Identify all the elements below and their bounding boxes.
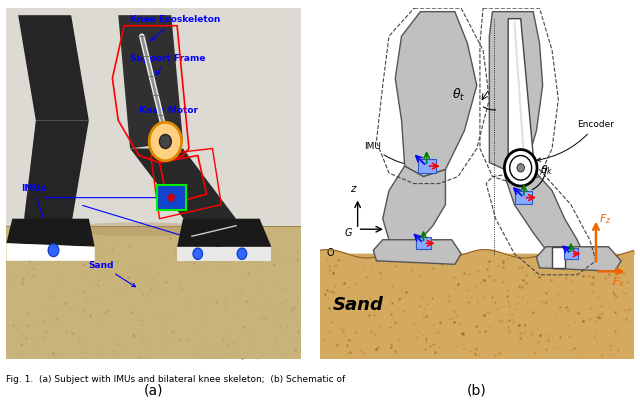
Circle shape <box>517 164 524 172</box>
FancyBboxPatch shape <box>415 237 431 249</box>
Text: (a): (a) <box>144 384 163 398</box>
Circle shape <box>509 155 532 180</box>
Polygon shape <box>383 166 445 247</box>
Text: Encoder: Encoder <box>537 120 614 162</box>
Text: $F_x$: $F_x$ <box>612 275 625 289</box>
Circle shape <box>149 122 182 161</box>
Polygon shape <box>177 247 271 261</box>
Polygon shape <box>6 219 95 247</box>
Circle shape <box>193 248 202 259</box>
Bar <box>6 226 301 359</box>
Text: $F_z$: $F_z$ <box>599 212 612 226</box>
Polygon shape <box>396 12 477 177</box>
Circle shape <box>237 248 246 259</box>
Polygon shape <box>6 243 95 261</box>
Text: Support Frame: Support Frame <box>130 54 205 75</box>
Text: O: O <box>326 248 334 257</box>
Polygon shape <box>505 162 584 261</box>
Text: (b): (b) <box>467 384 486 398</box>
Polygon shape <box>18 15 89 120</box>
Text: G: G <box>344 228 352 238</box>
Polygon shape <box>373 240 461 264</box>
Polygon shape <box>536 247 621 271</box>
Bar <box>6 8 301 226</box>
Polygon shape <box>24 120 89 226</box>
Circle shape <box>48 244 59 257</box>
Circle shape <box>159 135 172 149</box>
Ellipse shape <box>65 222 212 236</box>
Text: Knee Exoskeleton: Knee Exoskeleton <box>130 15 220 41</box>
Text: $\theta_t$: $\theta_t$ <box>452 87 465 104</box>
FancyBboxPatch shape <box>515 191 532 204</box>
FancyBboxPatch shape <box>157 185 186 210</box>
Circle shape <box>168 193 175 202</box>
Text: Knee Motor: Knee Motor <box>139 106 198 137</box>
Text: Fig. 1.  (a) Subject with IMUs and bilateral knee skeleton;  (b) Schematic of: Fig. 1. (a) Subject with IMUs and bilate… <box>6 375 346 384</box>
Bar <box>320 254 634 359</box>
Polygon shape <box>508 19 533 162</box>
Text: IMUs: IMUs <box>21 184 53 246</box>
Polygon shape <box>177 219 271 247</box>
Text: x: x <box>389 224 395 234</box>
FancyBboxPatch shape <box>564 248 578 259</box>
FancyBboxPatch shape <box>418 160 436 173</box>
Text: Sand: Sand <box>89 261 136 287</box>
Text: IMU: IMU <box>364 142 423 168</box>
Polygon shape <box>552 247 564 268</box>
Polygon shape <box>130 149 236 226</box>
Circle shape <box>504 150 537 186</box>
Polygon shape <box>118 15 183 149</box>
Text: $\theta_k$: $\theta_k$ <box>540 163 553 177</box>
Polygon shape <box>490 12 543 170</box>
Text: z: z <box>350 184 356 194</box>
Text: Sand: Sand <box>333 296 383 314</box>
